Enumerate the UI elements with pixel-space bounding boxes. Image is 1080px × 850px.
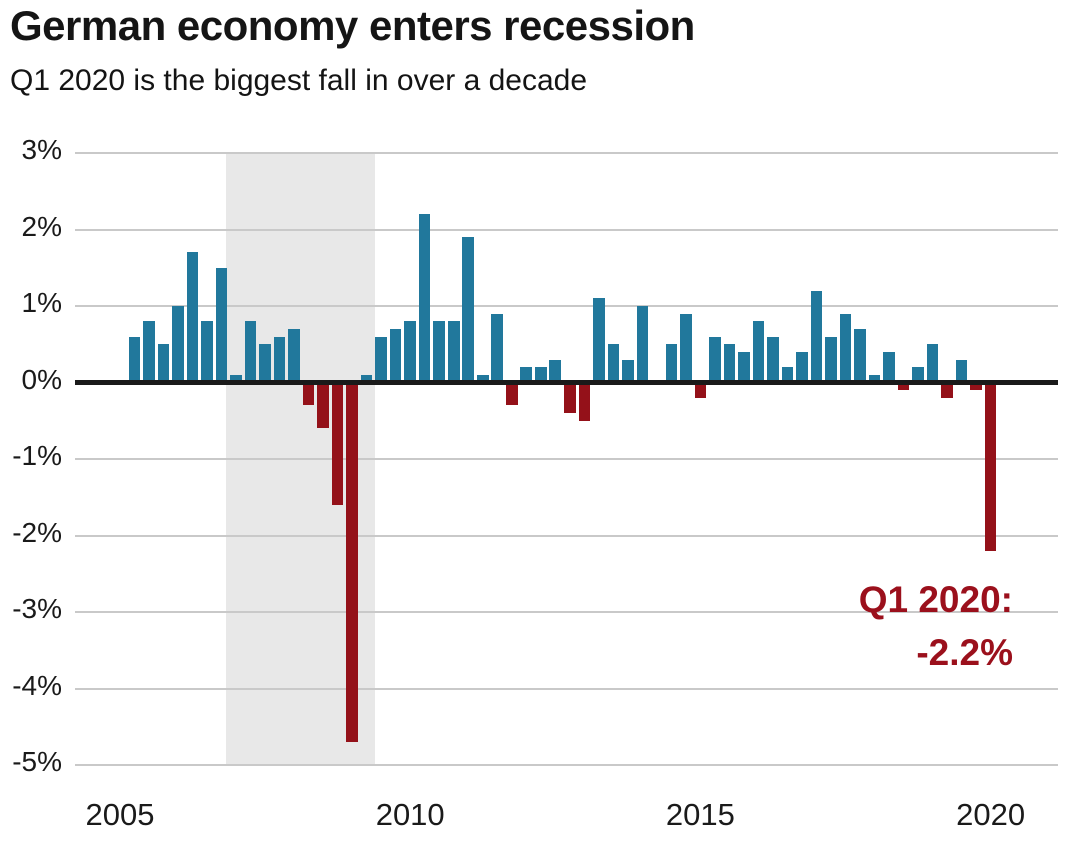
x-tick-label: 2020 [956, 797, 1026, 832]
bar-2005-q2 [128, 336, 141, 383]
x-tick-label: 2005 [85, 797, 155, 832]
bar-2012-q2 [534, 367, 547, 383]
bar-2019-q2 [941, 382, 953, 398]
bar-2014-q3 [665, 344, 678, 383]
annotation-line1: Q1 2020: [858, 579, 1013, 620]
bar-2005-q4 [157, 344, 170, 383]
bar-2006-q4 [215, 267, 228, 383]
bar-2017-q3 [839, 313, 852, 383]
bar-2008-q2 [302, 382, 315, 406]
bar-2012-q3 [549, 359, 562, 383]
bar-2006-q2 [186, 252, 199, 383]
y-tick-label: -2% [12, 516, 62, 548]
gridline [75, 687, 1058, 690]
bar-2016-q3 [781, 367, 794, 383]
bar-2017-q4 [854, 328, 866, 383]
bar-2007-q4 [273, 336, 286, 383]
bar-2015-q1 [694, 382, 707, 398]
bar-2010-q4 [447, 321, 460, 383]
bar-2010-q1 [404, 321, 416, 383]
bar-2010-q3 [433, 321, 445, 383]
y-tick-label: -1% [12, 440, 62, 471]
gridline [75, 152, 1058, 154]
bar-2011-q2 [476, 374, 489, 383]
gridline [75, 305, 1058, 307]
bar-2007-q1 [230, 374, 242, 383]
y-tick-label: -4% [12, 669, 62, 701]
bar-2016-q1 [752, 321, 765, 383]
bar-2018-q3 [897, 382, 910, 391]
y-tick-label: 3% [21, 134, 62, 165]
bar-2015-q2 [709, 336, 721, 383]
bar-2018-q1 [868, 374, 881, 383]
bar-2006-q1 [172, 306, 184, 383]
bar-2011-q3 [491, 313, 504, 383]
bar-2017-q1 [810, 290, 823, 383]
bar-2015-q3 [723, 344, 736, 383]
bar-2014-q4 [680, 313, 692, 383]
zero-baseline [75, 380, 1058, 385]
bar-2015-q4 [738, 351, 750, 383]
bar-2010-q2 [418, 214, 431, 383]
bar-2018-q2 [883, 351, 895, 383]
bar-2006-q3 [201, 321, 213, 383]
y-tick-label: -5% [12, 746, 62, 777]
bar-2014-q1 [636, 306, 649, 383]
bar-2013-q1 [578, 382, 591, 421]
bar-2011-q4 [505, 382, 518, 406]
bar-2007-q3 [259, 344, 271, 383]
bar-2008-q1 [288, 328, 300, 383]
bar-2016-q4 [796, 351, 808, 383]
x-tick-label: 2015 [665, 797, 735, 832]
bar-2007-q2 [244, 321, 257, 383]
gridline [75, 764, 1058, 766]
gridline [75, 458, 1058, 460]
gridline [75, 228, 1058, 231]
bar-2005-q3 [143, 321, 155, 383]
bar-2013-q2 [593, 298, 605, 383]
annotation-line2: -2.2% [916, 631, 1013, 673]
bar-2016-q2 [767, 336, 779, 383]
bar-2009-q4 [389, 328, 402, 383]
gridline [75, 534, 1058, 537]
chart-subtitle: Q1 2020 is the biggest fall in over a de… [10, 64, 588, 97]
y-tick-label: 2% [21, 210, 62, 242]
bar-2013-q4 [622, 359, 634, 383]
bar-2009-q1 [346, 382, 358, 743]
bar-2009-q3 [375, 336, 387, 383]
bar-2012-q1 [520, 367, 533, 383]
gridline [75, 611, 1058, 613]
bar-2013-q3 [607, 344, 620, 383]
bar-2008-q3 [317, 382, 329, 429]
y-tick-label: 1% [21, 287, 62, 318]
q1-2020-annotation: Q1 2020: -2.2% [700, 574, 1013, 679]
chart-title: German economy enters recession [10, 2, 695, 49]
bar-2019-q3 [955, 359, 968, 383]
bar-2019-q4 [970, 382, 982, 391]
bar-2009-q2 [360, 374, 373, 383]
bar-2012-q4 [564, 382, 576, 414]
bar-2018-q4 [912, 367, 924, 383]
bar-2020-q1 [984, 382, 997, 551]
x-tick-label: 2010 [375, 797, 445, 832]
bar-2011-q1 [462, 237, 475, 383]
y-tick-label: 0% [21, 363, 62, 395]
bar-2017-q2 [825, 336, 837, 383]
y-tick-label: -3% [12, 593, 62, 624]
bar-2008-q4 [331, 382, 344, 505]
bar-2019-q1 [926, 344, 939, 383]
